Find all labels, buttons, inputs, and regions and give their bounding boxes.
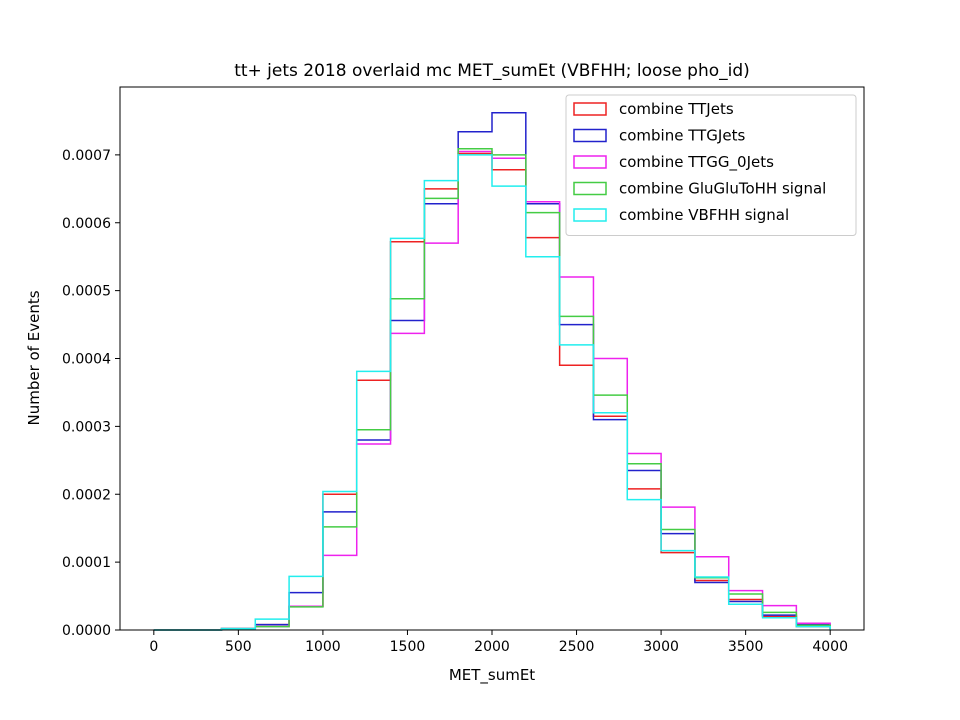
legend-swatch-0 xyxy=(573,102,607,116)
legend-label-3: combine GluGluToHH signal xyxy=(619,180,826,198)
legend-box xyxy=(565,94,857,236)
series-line-4 xyxy=(153,154,831,631)
x-tick-label: 3000 xyxy=(643,639,679,655)
legend-swatch-2 xyxy=(573,155,607,169)
y-tick-label: 0.0005 xyxy=(62,284,111,300)
legend-swatch-3 xyxy=(573,181,607,196)
legend: combine TTJets combine TTGJets combine TTG… xyxy=(565,94,857,236)
y-tick-label: 0.0001 xyxy=(62,555,111,571)
legend-label-2: combine TTGG_0Jets xyxy=(619,153,774,172)
y-tick-label: 0.0002 xyxy=(62,487,111,503)
x-tick-label: 1500 xyxy=(390,639,426,655)
y-tick-label: 0.0007 xyxy=(62,148,111,164)
x-tick-label: 2000 xyxy=(474,639,510,655)
x-tick-label: 0 xyxy=(149,639,158,655)
x-axis: 0 500 1000 1500 2000 2500 3000 3500 4000 xyxy=(149,630,848,655)
legend-swatch-1 xyxy=(573,128,607,143)
plot-series xyxy=(153,112,831,631)
legend-swatch-4 xyxy=(573,208,607,222)
y-axis-label: Number of Events xyxy=(25,290,43,425)
legend-label-0: combine TTJets xyxy=(619,100,734,118)
x-tick-label: 4000 xyxy=(812,639,848,655)
y-tick-label: 0.0004 xyxy=(62,352,111,368)
x-axis-label: MET_sumEt xyxy=(449,666,535,685)
legend-label-1: combine TTGJets xyxy=(619,127,745,145)
y-tick-label: 0.0006 xyxy=(62,216,111,232)
x-tick-label: 2500 xyxy=(559,639,595,655)
x-tick-label: 3500 xyxy=(728,639,764,655)
chart-title: tt+ jets 2018 overlaid mc MET_sumEt (VBF… xyxy=(234,61,750,81)
legend-label-4: combine VBFHH signal xyxy=(619,206,789,224)
y-tick-label: 0.0000 xyxy=(62,623,111,639)
y-tick-label: 0.0003 xyxy=(62,419,111,435)
x-tick-label: 1000 xyxy=(305,639,341,655)
y-axis: 0.0000 0.0001 0.0002 0.0003 0.0004 0.0005 0.00… xyxy=(62,148,120,639)
x-tick-label: 500 xyxy=(225,639,252,655)
